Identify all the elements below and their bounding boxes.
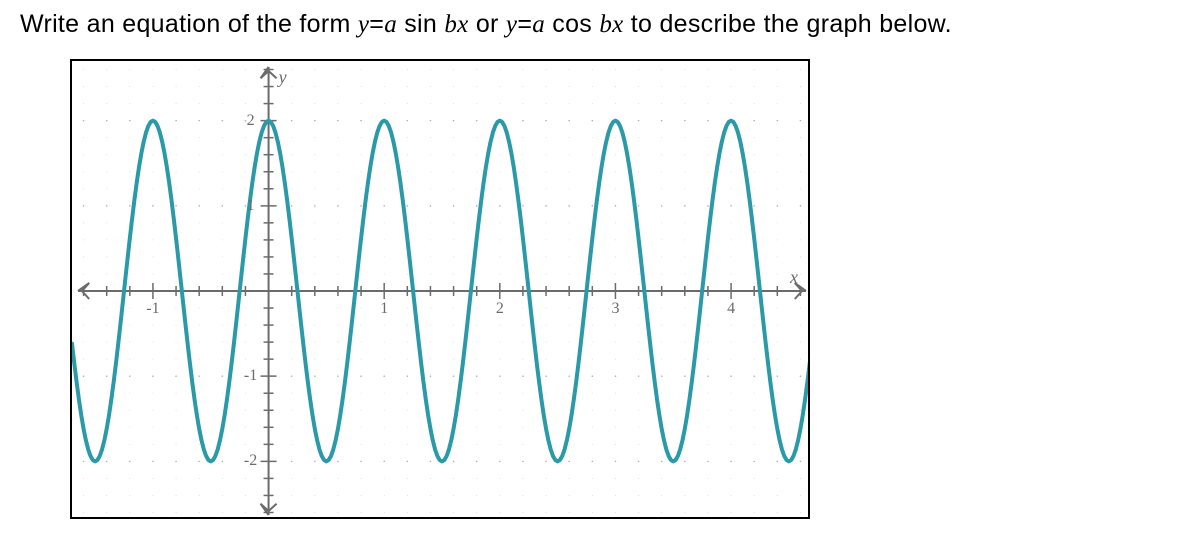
q-suffix: to describe the graph below. xyxy=(624,10,952,38)
x-tick-label: -1 xyxy=(146,300,159,318)
y-tick-label: 1 xyxy=(247,197,255,215)
eq1-eq: = xyxy=(369,10,384,38)
eq1-lhs: y xyxy=(358,11,369,38)
x-tick-label: 3 xyxy=(611,300,619,318)
eq2-lhs: y xyxy=(506,11,517,38)
eq1-sin: sin xyxy=(397,10,444,38)
eq2-cos: cos xyxy=(545,10,599,38)
q-or: or xyxy=(469,10,506,38)
x-axis-label: x xyxy=(790,267,798,288)
eq2-a: a xyxy=(532,11,545,38)
y-tick-label: 2 xyxy=(247,112,255,130)
y-tick-label: -2 xyxy=(244,452,257,470)
eq1-a: a xyxy=(384,11,397,38)
y-tick-label: -1 xyxy=(244,367,257,385)
question-text: Write an equation of the form y=a sin bx… xyxy=(20,10,1180,39)
y-axis-label: y xyxy=(279,67,287,88)
chart-container: -1 1 2 3 4 2 1 -1 -2 y x xyxy=(70,59,810,519)
x-tick-label: 1 xyxy=(380,300,388,318)
chart-labels-layer: -1 1 2 3 4 2 1 -1 -2 y x xyxy=(72,61,808,517)
eq1-bx: bx xyxy=(444,11,468,38)
eq2-eq: = xyxy=(517,10,532,38)
x-tick-label: 2 xyxy=(496,300,504,318)
eq2-bx: bx xyxy=(599,11,623,38)
x-tick-label: 4 xyxy=(727,300,735,318)
q-prefix: Write an equation of the form xyxy=(20,10,358,38)
